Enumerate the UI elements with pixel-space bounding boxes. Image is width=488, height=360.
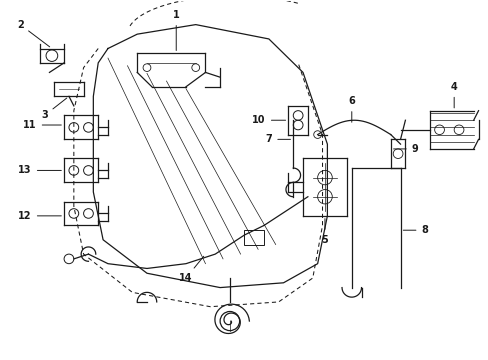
Text: 7: 7: [265, 134, 290, 144]
Text: 3: 3: [41, 98, 67, 121]
Text: 14: 14: [179, 256, 203, 283]
Text: 1: 1: [172, 10, 179, 50]
Text: 8: 8: [403, 225, 427, 235]
Text: 13: 13: [18, 166, 61, 175]
Text: 4: 4: [450, 82, 457, 108]
Text: 5: 5: [321, 219, 327, 245]
Text: 11: 11: [23, 120, 61, 130]
Bar: [244, 230, 264, 244]
Text: 6: 6: [347, 96, 354, 122]
Text: 2: 2: [17, 19, 50, 47]
Text: 10: 10: [252, 115, 285, 125]
Text: 9: 9: [393, 144, 418, 154]
Text: 12: 12: [18, 211, 61, 221]
